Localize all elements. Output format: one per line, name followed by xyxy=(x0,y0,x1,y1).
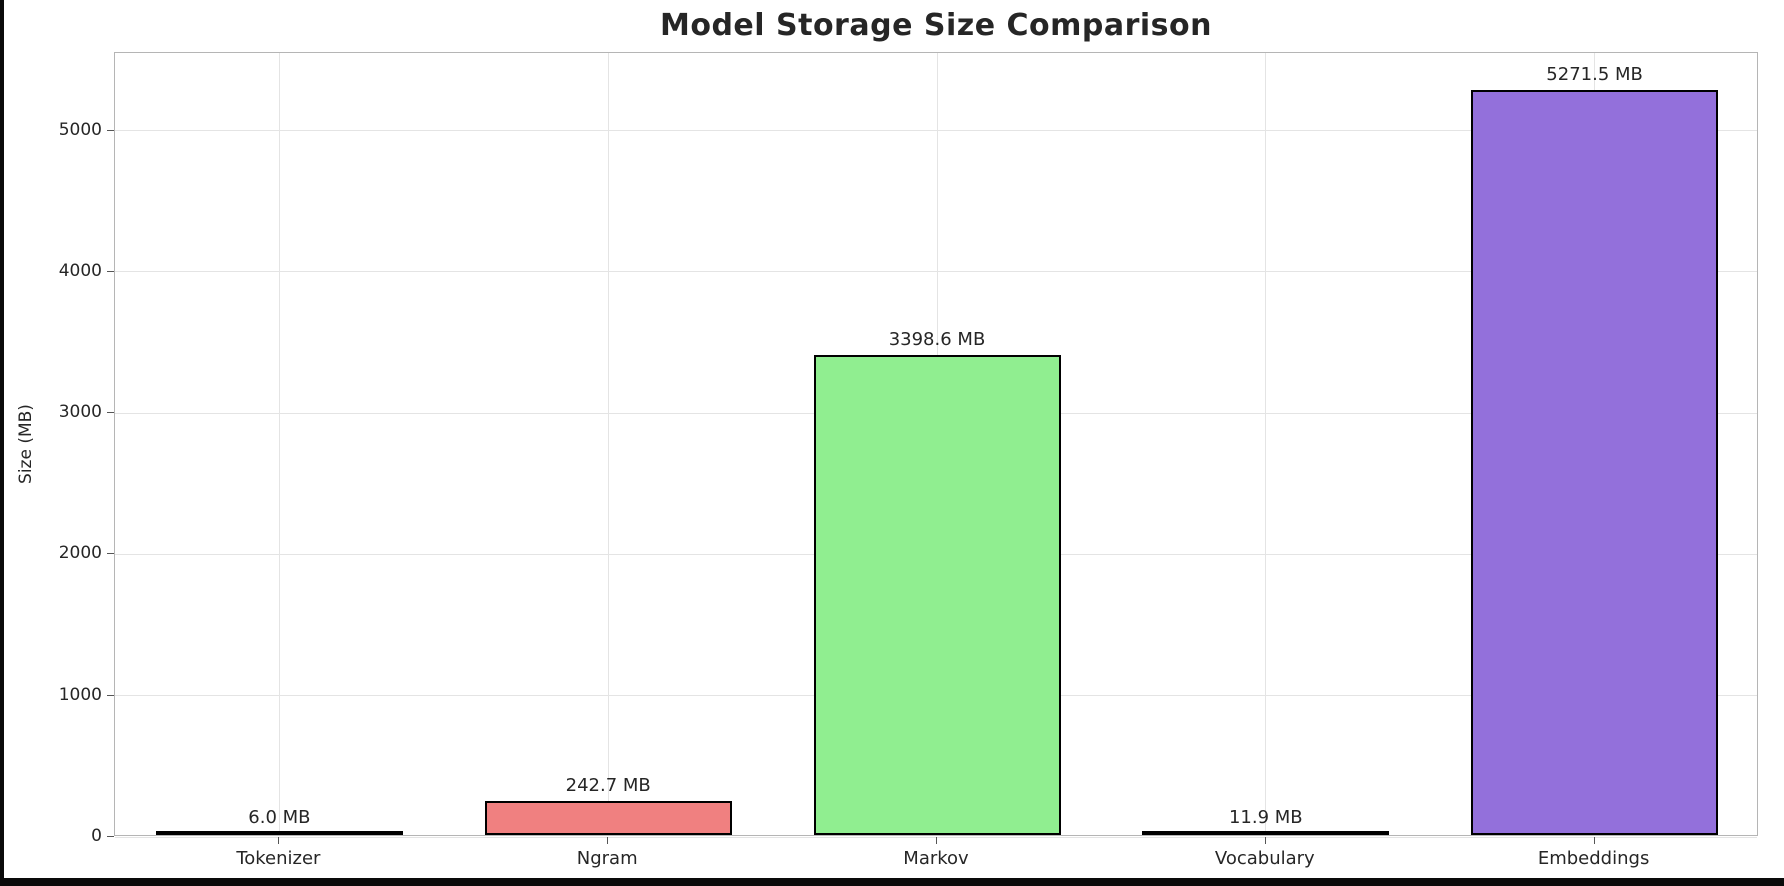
bar-markov xyxy=(814,355,1061,835)
x-tick-mark xyxy=(607,837,609,844)
v-gridline xyxy=(607,53,609,835)
x-tick-mark xyxy=(1264,837,1266,844)
bar-ngram xyxy=(485,801,732,835)
y-tick-label: 5000 xyxy=(58,119,102,140)
y-tick-label: 4000 xyxy=(58,260,102,281)
y-tick-mark xyxy=(107,270,114,272)
y-tick-label: 0 xyxy=(91,826,102,846)
y-tick-mark xyxy=(107,694,114,696)
bar-value-label: 242.7 MB xyxy=(565,775,651,796)
chart-title: Model Storage Size Comparison xyxy=(659,8,1213,43)
x-tick-label: Tokenizer xyxy=(236,848,321,869)
bar-value-label: 11.9 MB xyxy=(1228,807,1303,828)
y-tick-mark xyxy=(107,553,114,555)
y-tick-mark xyxy=(107,412,114,414)
chart-figure: Model Storage Size Comparison Size (MB) … xyxy=(4,0,1784,878)
x-tick-mark xyxy=(1593,837,1595,844)
y-tick-label: 3000 xyxy=(58,402,102,423)
y-tick-label: 1000 xyxy=(58,684,102,705)
x-tick-label: Embeddings xyxy=(1537,848,1650,869)
x-tick-label: Vocabulary xyxy=(1214,848,1315,869)
v-gridline xyxy=(1265,53,1267,835)
plot-area: 6.0 MB 242.7 MB 3398.6 MB 11.9 MB 5271.5 MB xyxy=(114,52,1758,838)
x-tick-mark xyxy=(936,837,937,844)
bar-vocabulary xyxy=(1142,831,1389,835)
bar-value-label: 5271.5 MB xyxy=(1546,64,1643,85)
bar-tokenizer xyxy=(156,831,403,835)
x-tick-label: Ngram xyxy=(576,848,638,869)
y-tick-label: 2000 xyxy=(58,543,102,564)
h-gridline xyxy=(115,271,1757,273)
bar-embeddings xyxy=(1471,90,1718,835)
bar-value-label: 3398.6 MB xyxy=(888,329,986,350)
x-tick-label: Markov xyxy=(903,848,969,869)
x-tick-mark xyxy=(278,837,280,844)
h-gridline xyxy=(115,130,1757,132)
y-tick-mark xyxy=(107,129,114,131)
y-tick-mark xyxy=(107,836,114,837)
bar-value-label: 6.0 MB xyxy=(248,807,311,828)
v-gridline xyxy=(278,53,280,835)
